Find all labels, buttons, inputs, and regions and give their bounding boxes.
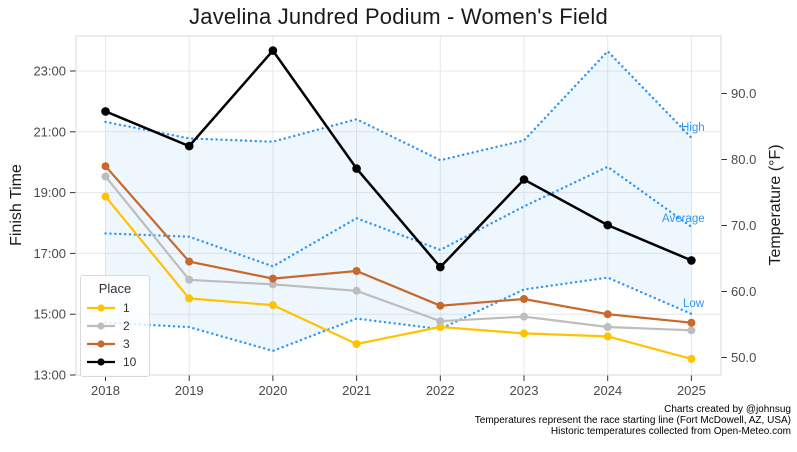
data-point	[519, 175, 529, 184]
legend-item-2: 2	[86, 317, 144, 335]
axis-tick-labels: 13:00 15:00 17:00 19:00 21:00 23:00 50.0 60.0 70…	[33, 64, 756, 399]
temp-line-average	[104, 165, 693, 268]
legend-label: 2	[123, 319, 130, 333]
legend-key-1	[87, 304, 115, 312]
chart-area: 13:00 15:00 17:00 19:00 21:00 23:00 50.0 60.0 70…	[8, 35, 784, 399]
data-point	[603, 332, 612, 341]
data-point	[268, 46, 278, 55]
x-tick-label: 2024	[593, 383, 622, 398]
legend-key-3	[87, 340, 115, 348]
y-right-tick-label: 90.0	[731, 86, 756, 101]
place-line-1	[104, 195, 692, 360]
x-tick-label: 2025	[677, 383, 706, 398]
label-low: Low	[683, 298, 705, 310]
data-point	[352, 267, 361, 275]
temp-line-high	[104, 49, 693, 162]
place-series-1	[101, 192, 696, 363]
data-point	[268, 274, 277, 283]
y-right-tick-label: 70.0	[731, 218, 756, 233]
x-tick-label: 2022	[426, 383, 455, 398]
data-point	[603, 220, 612, 230]
data-point	[520, 329, 528, 338]
y-left-tick-label: 13:00	[33, 368, 66, 383]
place-line-3	[104, 165, 692, 324]
label-average: Average	[662, 213, 705, 225]
y-left-tick-label: 23:00	[33, 64, 66, 79]
legend-label: 10	[123, 355, 137, 369]
legend-key-10	[87, 358, 115, 366]
data-point	[101, 107, 110, 116]
legend-title: Place	[98, 281, 132, 296]
y-left-tick-label: 17:00	[33, 246, 66, 261]
footer-line-3: Historic temperatures collected from Ope…	[550, 426, 791, 437]
data-point	[687, 256, 696, 265]
data-point	[436, 262, 445, 272]
data-point	[101, 162, 110, 171]
place-series-10	[101, 46, 696, 272]
data-point	[268, 301, 277, 310]
place-series-2	[101, 172, 696, 335]
x-tick-label: 2018	[91, 383, 120, 398]
chart-title: Javelina Jundred Podium - Women's Field	[189, 4, 608, 29]
legend-item-1: 1	[86, 299, 144, 317]
x-tick-label: 2020	[258, 383, 287, 398]
data-point	[687, 326, 696, 335]
data-point	[352, 340, 361, 348]
legend-item-10: 10	[86, 353, 144, 371]
footer-line-1: Charts created by @johnsug	[664, 404, 791, 415]
temperature-band	[105, 51, 692, 351]
data-point	[185, 275, 194, 284]
data-point	[603, 323, 612, 331]
data-point	[352, 286, 361, 295]
footer-credits: Charts created by @johnsug Temperatures …	[475, 404, 791, 437]
legend-item-3: 3	[86, 335, 144, 353]
data-point	[185, 257, 194, 266]
panel-border	[75, 35, 722, 376]
data-point	[520, 312, 528, 321]
y-left-tick-label: 21:00	[33, 124, 66, 139]
y-right-tick-label: 50.0	[731, 350, 756, 365]
place-line-2	[104, 175, 692, 332]
data-point	[687, 318, 696, 327]
place-series-3	[101, 162, 696, 327]
y-left-tick-label: 15:00	[33, 307, 66, 322]
x-tick-label: 2021	[342, 383, 371, 398]
data-point	[184, 141, 194, 151]
data-point	[352, 164, 361, 173]
legend-key-2	[87, 322, 115, 330]
data-point	[687, 354, 696, 363]
chart-svg: 13:00 15:00 17:00 19:00 21:00 23:00 50.0 60.0 70…	[8, 35, 784, 399]
legend-label: 3	[123, 337, 130, 351]
y-left-tick-label: 19:00	[33, 185, 66, 200]
data-point	[101, 192, 110, 201]
x-tick-label: 2019	[175, 383, 204, 398]
data-point	[520, 295, 528, 303]
right-axis-title: Temperature (°F)	[767, 144, 784, 265]
legend: Place 1 2 3 10	[80, 275, 150, 377]
x-tick-label: 2023	[510, 383, 539, 398]
legend-items: 1 2 3 10	[86, 299, 144, 371]
temp-line-low	[104, 276, 693, 353]
left-axis-title: Finish Time	[8, 164, 25, 246]
data-point	[268, 280, 277, 289]
legend-label: 1	[123, 301, 130, 315]
plot-panel	[76, 36, 721, 375]
data-point	[436, 317, 445, 326]
data-point	[436, 323, 445, 331]
data-point	[101, 172, 110, 181]
data-point	[436, 301, 445, 310]
y-right-tick-label: 60.0	[731, 284, 756, 299]
data-point	[185, 294, 194, 303]
place-line-10	[105, 48, 692, 269]
footer-line-2: Temperatures represent the race starting…	[474, 415, 791, 426]
data-point	[603, 310, 612, 319]
label-high: High	[681, 122, 705, 134]
y-right-tick-label: 80.0	[731, 152, 756, 167]
